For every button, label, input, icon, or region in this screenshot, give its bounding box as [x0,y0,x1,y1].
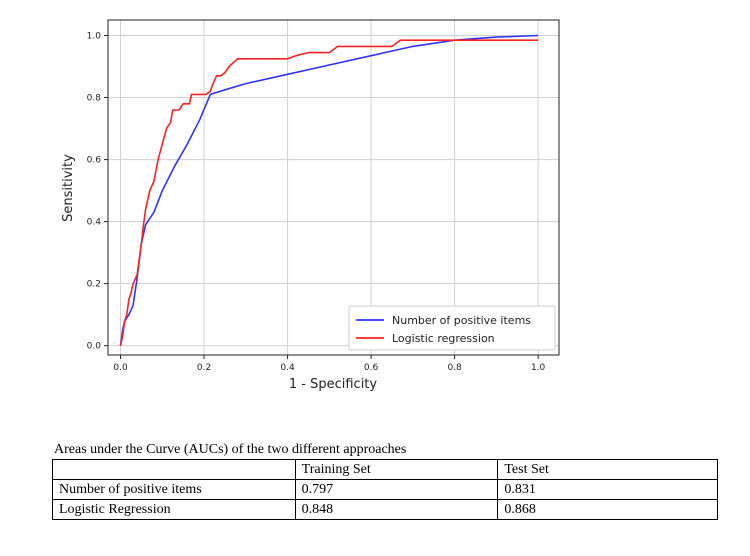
series-lines [119,34,539,346]
legend-box [348,305,556,351]
x-tick-label: 1.0 [531,363,546,373]
series-line-number-of-positive-items [119,34,539,346]
table-row: Number of positive items 0.797 0.831 [52,479,718,500]
legend: Number of positive items Logistic regress… [348,305,556,351]
x-axis-label: 1 - Specificity [289,377,378,392]
x-tick-label: 0.6 [364,363,379,373]
test-auc-value: 0.831 [497,479,718,500]
row-label: Number of positive items [52,479,296,500]
test-auc-value: 0.868 [497,499,718,520]
x-tick-label: 0.2 [197,363,211,373]
x-tick-label: 0.8 [447,363,462,373]
y-tick-label: 0.0 [87,342,102,352]
auc-table: Training Set Test Set Number of positive… [52,459,718,520]
y-tick-label: 0.6 [87,156,102,166]
y-tick-label: 0.4 [87,218,102,228]
grid-lines [108,20,559,355]
x-tick-label: 0.0 [113,363,128,373]
x-tick-label: 0.4 [280,363,295,373]
series-line-logistic-regression [119,39,539,346]
roc-chart: 0.0 0.2 0.4 0.6 0.8 1.0 0.0 0.2 0.4 0.6 0.8 1.0 1 … [61,19,560,392]
auc-section: Areas under the Curve (AUCs) of the two … [52,441,718,520]
row-label: Logistic Regression [52,499,296,520]
auc-table-header-row: Training Set Test Set [52,459,718,480]
legend-entries: Number of positive items Logistic regress… [356,314,531,345]
tick-marks [104,35,539,359]
y-tick-label: 0.8 [87,94,102,104]
header-cell-test-set: Test Set [497,459,718,480]
legend-label: Number of positive items [392,314,531,327]
y-axis-label: Sensitivity [61,154,76,222]
plot-frame [107,19,560,356]
header-cell-blank [52,459,296,480]
y-tick-label: 0.2 [87,280,101,290]
legend-label: Logistic regression [392,332,495,345]
x-tick-labels: 0.0 0.2 0.4 0.6 0.8 1.0 [113,363,545,373]
header-cell-training-set: Training Set [294,459,499,480]
table-row: Logistic Regression 0.848 0.868 [52,499,718,520]
training-auc-value: 0.848 [294,499,499,520]
y-tick-labels: 0.0 0.2 0.4 0.6 0.8 1.0 [87,32,102,352]
auc-table-caption: Areas under the Curve (AUCs) of the two … [54,442,407,457]
y-tick-label: 1.0 [87,32,102,42]
training-auc-value: 0.797 [294,479,499,500]
